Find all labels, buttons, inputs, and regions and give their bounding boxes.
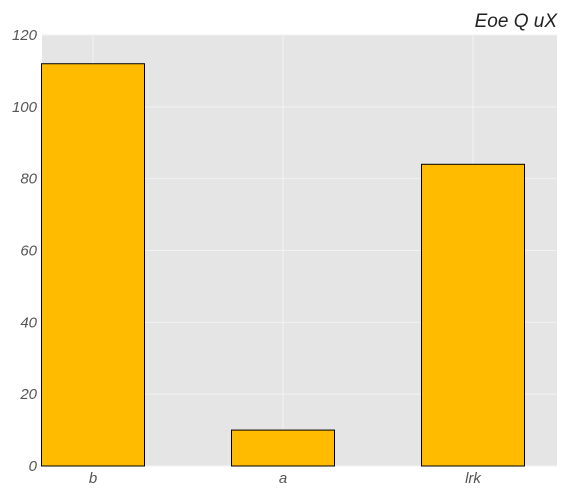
y-tick-label: 20 <box>19 386 37 403</box>
x-tick-label: a <box>279 470 287 487</box>
bars <box>41 63 525 467</box>
bar-b <box>41 63 145 467</box>
bar-lrk <box>421 163 525 467</box>
x-axis-ticks: b a lrk <box>89 470 483 487</box>
y-tick-label: 80 <box>20 171 37 188</box>
y-tick-label: 60 <box>20 243 37 260</box>
y-tick-label: 120 <box>12 27 38 44</box>
bar-a <box>231 429 335 467</box>
y-tick-label: 100 <box>12 99 38 116</box>
y-tick-label: 40 <box>20 314 37 331</box>
chart-title: Eoe Q uX <box>475 11 559 32</box>
y-axis-ticks: 0 20 40 60 80 100 120 <box>12 27 38 475</box>
x-tick-label: b <box>89 470 97 487</box>
y-tick-label: 0 <box>29 458 38 475</box>
x-tick-label: lrk <box>465 470 482 487</box>
